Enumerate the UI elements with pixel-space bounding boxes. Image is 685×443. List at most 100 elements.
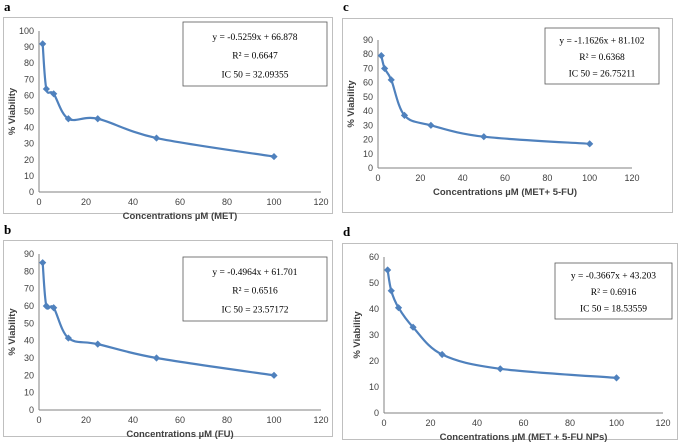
- chart-d-data-point: [496, 365, 504, 373]
- chart-c-svg: 0 10 20 30 40 50 60 70 80 90 0 20 40 60 80 100 120 Concen…: [342, 18, 673, 213]
- chart-b-ytick-label: 40: [24, 336, 34, 346]
- chart-b-ytick-label: 20: [24, 370, 34, 380]
- chart-d-ytick-label: 60: [369, 252, 379, 262]
- chart-d-xtick-label: 60: [518, 418, 528, 428]
- chart-c-xtick-label: 80: [542, 173, 552, 183]
- chart-a-ytick-label: 100: [19, 26, 34, 36]
- chart-d-data-point: [387, 287, 395, 295]
- chart-a-y-axis-label: % Viability: [7, 87, 18, 135]
- chart-b-data-point: [42, 302, 50, 310]
- chart-a-svg: 0 10 20 30 40 50 60 70 80 90 100 0 20 40 60 80 100 120 Con…: [3, 17, 333, 222]
- chart-d-svg: 0 10 20 30 40 50 60 0 20 40 60 80 100 120 Concentratio…: [342, 243, 678, 443]
- chart-d-xtick-label: 80: [565, 418, 575, 428]
- chart-c-equation-line: R² = 0.6368: [579, 53, 625, 63]
- chart-c-xtick-label: 60: [500, 173, 510, 183]
- chart-a-xtick-label: 80: [222, 197, 232, 207]
- chart-d-equation-line: R² = 0.6916: [591, 288, 637, 298]
- chart-a-xtick-label: 20: [81, 197, 91, 207]
- chart-a-xtick-label: 40: [128, 197, 138, 207]
- chart-d-x-axis-label: Concentrations µM (MET + 5-FU NPs): [440, 432, 608, 443]
- chart-d-xtick-label: 40: [472, 418, 482, 428]
- chart-b-data-point: [39, 259, 47, 267]
- chart-b-ytick-label: 60: [24, 301, 34, 311]
- panel-label-c: c: [343, 0, 349, 14]
- chart-a-data-point: [94, 115, 102, 123]
- chart-d-xtick-label: 100: [609, 418, 624, 428]
- chart-d-data-point: [394, 304, 403, 312]
- chart-b-ytick-label: 90: [24, 249, 34, 259]
- chart-b-xtick-label: 20: [81, 415, 91, 425]
- chart-c-ytick-label: 50: [363, 92, 373, 102]
- chart-b-data-point: [50, 304, 58, 312]
- chart-b-equation-line: y = -0.4964x + 61.701: [212, 268, 297, 278]
- chart-c-ytick-label: 20: [363, 135, 373, 145]
- chart-panel-b: 0 10 20 30 40 50 60 70 80 90 0 20 40 60 80 100 120 Concen…: [3, 240, 333, 440]
- chart-a-ytick-label: 20: [24, 155, 34, 165]
- chart-b-xtick-label: 60: [175, 415, 185, 425]
- chart-d-ytick-label: 50: [369, 278, 379, 288]
- chart-d-ytick-label: 30: [369, 330, 379, 340]
- chart-a-equation-line: IC 50 = 32.09355: [221, 70, 288, 80]
- chart-panel-a: 0 10 20 30 40 50 60 70 80 90 100 0 20 40 60 80 100 120 Con…: [3, 17, 333, 222]
- chart-c-equation-box: [544, 27, 660, 85]
- chart-b-equation-line: IC 50 = 23.57172: [221, 305, 288, 315]
- chart-d-ytick-label: 20: [369, 356, 379, 366]
- chart-c-xtick-label: 0: [375, 173, 380, 183]
- chart-d-equation-line: IC 50 = 18.53559: [580, 304, 647, 314]
- chart-c-ytick-label: 90: [363, 35, 373, 45]
- chart-a-ytick-label: 10: [24, 171, 34, 181]
- chart-a-equation-box: [182, 21, 328, 87]
- chart-b-y-axis-label: % Viability: [7, 308, 18, 356]
- chart-c-equation-line: IC 50 = 26.75211: [569, 69, 636, 79]
- chart-panel-d: 0 10 20 30 40 50 60 0 20 40 60 80 100 120 Concentratio…: [342, 243, 678, 443]
- chart-a-data-point: [42, 85, 50, 93]
- panel-label-a: a: [4, 0, 11, 14]
- chart-c-ytick-label: 40: [363, 106, 373, 116]
- chart-c-xtick-label: 40: [458, 173, 468, 183]
- chart-a-data-point: [270, 152, 278, 161]
- chart-b-ytick-label: 0: [29, 405, 34, 415]
- chart-d-data-point: [384, 266, 392, 274]
- chart-d-xtick-label: 20: [425, 418, 435, 428]
- chart-a-data-point: [152, 134, 161, 142]
- chart-c-ytick-label: 70: [363, 63, 373, 73]
- chart-c-ytick-label: 80: [363, 49, 373, 59]
- panel-label-b: b: [4, 222, 12, 237]
- chart-a-xtick-label: 100: [266, 197, 281, 207]
- chart-c-xtick-label: 100: [582, 173, 597, 183]
- chart-b-svg: 0 10 20 30 40 50 60 70 80 90 0 20 40 60 80 100 120 Concen…: [3, 240, 333, 440]
- chart-a-equation-line: y = -0.5259x + 66.878: [212, 33, 297, 43]
- chart-a-ytick-label: 30: [24, 139, 34, 149]
- chart-a-ytick-label: 60: [24, 90, 34, 100]
- chart-b-x-axis-label: Concentrations µM (FU): [126, 429, 233, 440]
- chart-d-data-point: [438, 350, 446, 359]
- chart-b-ytick-label: 70: [24, 284, 34, 294]
- chart-a-ytick-label: 0: [29, 187, 34, 197]
- chart-b-ytick-label: 30: [24, 353, 34, 363]
- chart-d-equation-box: [554, 262, 673, 320]
- chart-c-xtick-label: 20: [415, 173, 425, 183]
- chart-a-ytick-label: 70: [24, 74, 34, 84]
- chart-d-ytick-label: 40: [369, 304, 379, 314]
- chart-a-data-point: [39, 40, 47, 48]
- chart-d-data-point: [409, 323, 417, 331]
- chart-c-ytick-label: 0: [368, 163, 373, 173]
- chart-d-ytick-label: 0: [374, 408, 379, 418]
- chart-c-equation-line: y = -1.1626x + 81.102: [559, 36, 644, 46]
- chart-d-xtick-label: 120: [655, 418, 670, 428]
- chart-a-ytick-label: 50: [24, 107, 34, 117]
- chart-b-equation-box: [182, 256, 328, 322]
- chart-c-xtick-label: 120: [624, 173, 639, 183]
- chart-b-data-point: [94, 340, 102, 348]
- chart-b-xtick-label: 0: [36, 415, 41, 425]
- chart-b-ytick-label: 50: [24, 318, 34, 328]
- chart-d-equation-line: y = -0.3667x + 43.203: [571, 271, 656, 281]
- chart-d-xtick-label: 0: [381, 418, 386, 428]
- chart-a-ytick-label: 80: [24, 58, 34, 68]
- chart-d-ytick-label: 10: [369, 382, 379, 392]
- chart-b-ytick-label: 80: [24, 266, 34, 276]
- chart-a-equation-line: R² = 0.6647: [232, 52, 278, 62]
- chart-b-xtick-label: 100: [266, 415, 281, 425]
- chart-a-ytick-label: 90: [24, 42, 34, 52]
- chart-b-data-point: [152, 354, 161, 362]
